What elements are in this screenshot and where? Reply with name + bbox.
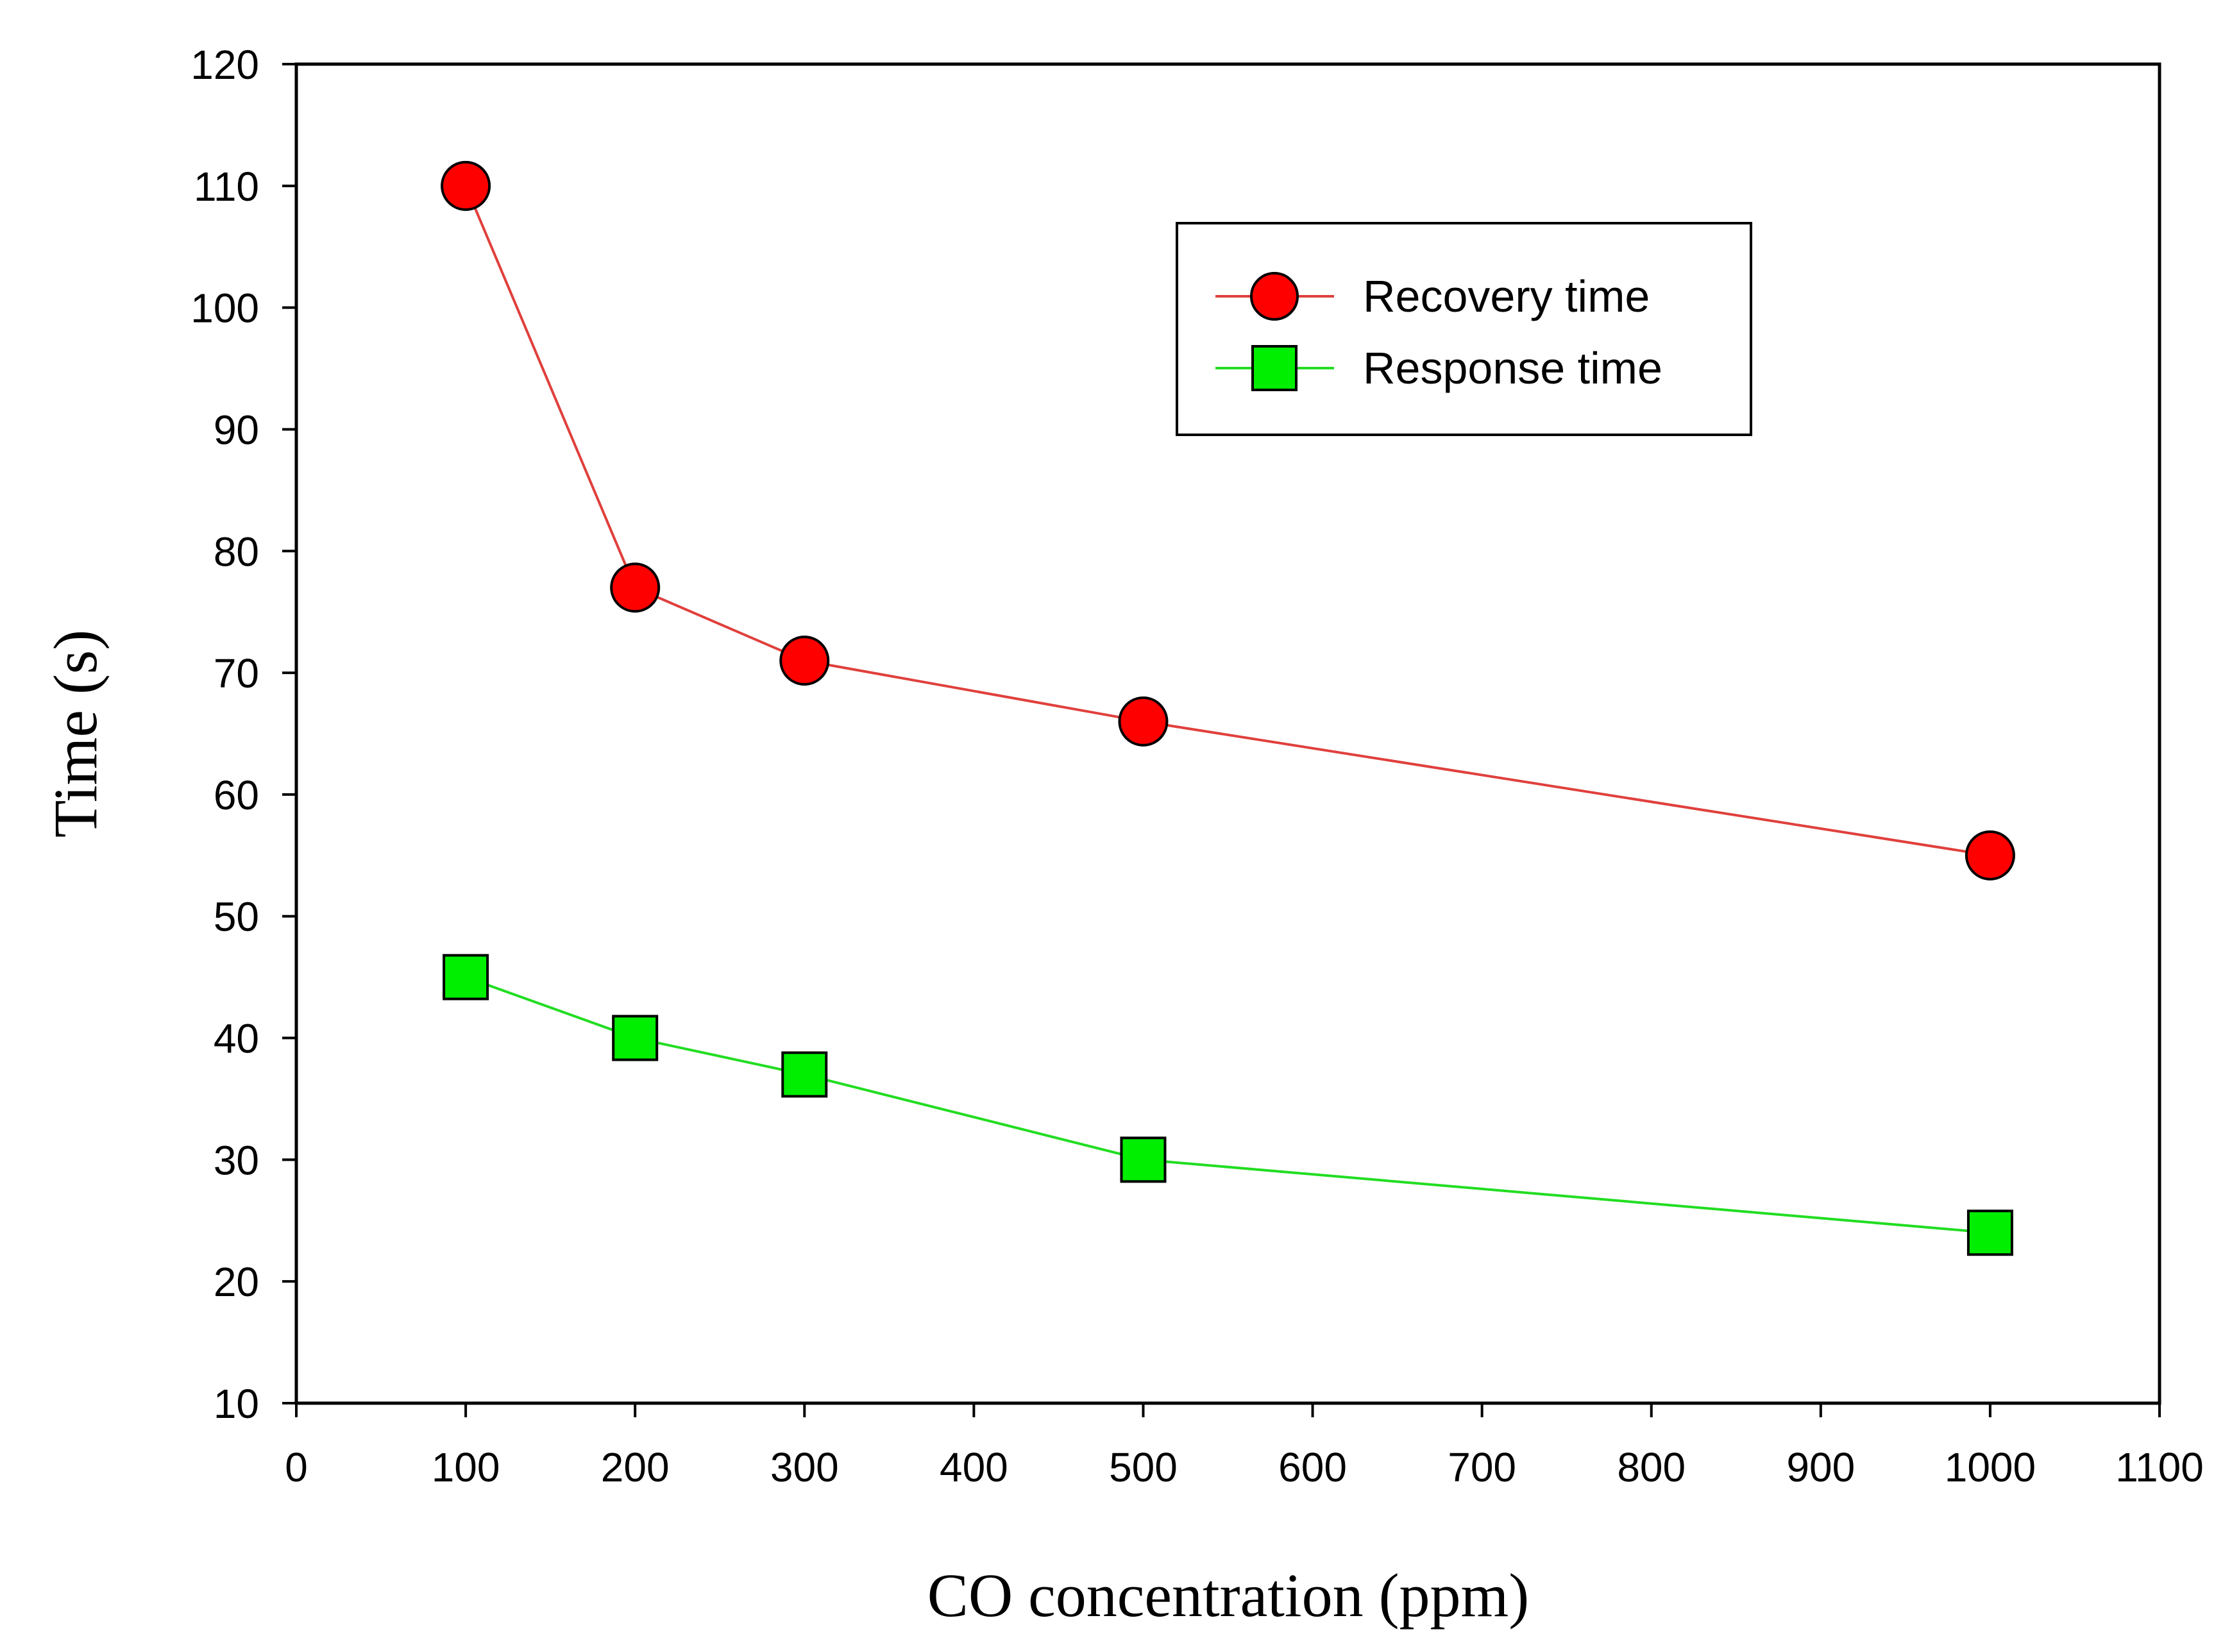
y-tick-label: 120 [190,42,259,88]
y-tick-label: 30 [214,1137,259,1183]
legend-box [1176,222,1752,436]
x-tick-label: 0 [285,1444,308,1490]
x-tick-label: 1100 [2115,1444,2204,1490]
ticks-layer: 0 100 200 300 400 500 600 700 800 900 1000 1100 10 20… [190,42,2204,1490]
legend-marker-recovery [1250,272,1299,321]
y-tick-label: 60 [214,772,259,818]
x-tick-label: 300 [770,1444,839,1490]
y-tick-label: 50 [214,894,259,940]
y-axis-title: Time (s) [41,630,110,838]
x-tick-label: 100 [432,1444,500,1490]
y-tick-label: 80 [214,528,259,575]
legend-label-response: Response time [1363,343,1662,393]
y-tick-label: 90 [214,407,259,453]
x-tick-label: 200 [601,1444,670,1490]
data-point-recovery-time [1118,696,1169,747]
data-point-response-time [781,1051,828,1098]
x-tick-label: 1000 [1945,1444,2036,1490]
legend-label-recovery: Recovery time [1363,271,1650,321]
plot-frame [294,62,2161,1405]
data-point-response-time [1120,1136,1167,1183]
legend: Recovery time Response time [1176,222,1752,436]
x-tick-label: 600 [1278,1444,1347,1490]
y-tick-label: 10 [214,1381,259,1427]
data-point-response-time [612,1015,659,1061]
x-axis-title: CO concentration (ppm) [927,1561,1529,1630]
x-tick-label: 500 [1109,1444,1178,1490]
x-tick-label: 800 [1617,1444,1686,1490]
x-tick-label: 400 [940,1444,1008,1490]
data-point-response-time [1966,1210,2013,1256]
data-point-recovery-time [779,636,830,686]
x-tick-label: 700 [1448,1444,1516,1490]
y-tick-label: 110 [194,164,259,210]
data-point-recovery-time [610,562,661,613]
legend-marker-response [1251,345,1298,391]
y-tick-label: 40 [214,1016,259,1062]
y-tick-label: 100 [190,285,259,332]
data-point-recovery-time [1965,830,2015,881]
x-tick-label: 900 [1786,1444,1855,1490]
data-point-recovery-time [441,160,491,211]
data-point-response-time [443,954,489,1000]
series-layer [441,160,2015,1256]
y-tick-label: 20 [214,1259,259,1305]
y-tick-label: 70 [214,650,259,696]
